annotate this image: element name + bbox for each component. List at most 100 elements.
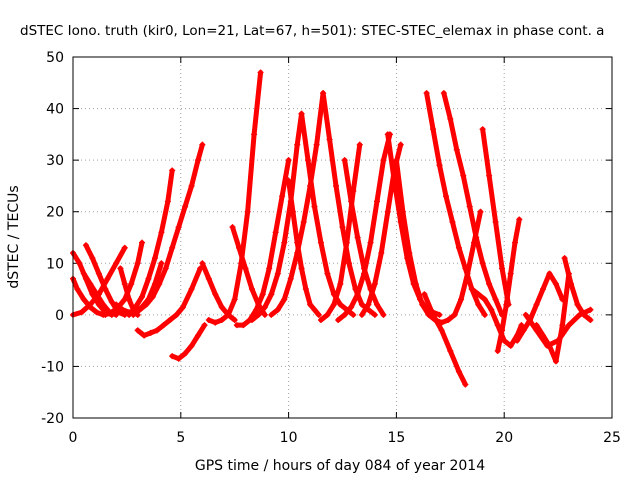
data-trace: [301, 183, 313, 225]
data-trace: [189, 157, 201, 189]
data-trace: [333, 183, 345, 230]
data-trace: [279, 157, 292, 199]
data-trace: [236, 245, 248, 271]
y-tick-label: -20: [41, 411, 64, 427]
data-point: [518, 322, 525, 329]
data-point: [199, 141, 206, 148]
data-trace: [169, 224, 182, 251]
data-trace: [104, 260, 119, 282]
y-tick-label: 10: [46, 256, 64, 272]
data-trace: [486, 173, 499, 225]
data-trace: [303, 286, 313, 308]
data-trace: [318, 240, 330, 277]
data-arc: [199, 260, 238, 324]
x-ticks: 0 5 10 15 20 25: [69, 57, 621, 446]
data-trace: [454, 147, 466, 179]
data-trace: [480, 126, 492, 179]
data-trace: [406, 250, 419, 287]
data-point: [462, 381, 469, 388]
data-arc: [423, 90, 488, 318]
data-trace: [493, 296, 505, 318]
data-trace: [385, 131, 397, 184]
data-trace: [372, 250, 384, 287]
data-trace: [266, 229, 279, 271]
data-trace: [499, 302, 509, 333]
data-point: [350, 311, 357, 318]
data-trace: [430, 126, 443, 168]
data-arc: [169, 322, 208, 362]
data-trace: [493, 219, 505, 271]
data-trace: [294, 240, 305, 271]
data-trace: [350, 142, 363, 194]
data-trace: [275, 240, 287, 277]
data-trace: [156, 265, 169, 287]
data-trace: [305, 157, 317, 210]
data-trace: [577, 307, 593, 318]
data-trace: [512, 216, 522, 246]
y-tick-label: 50: [46, 50, 64, 66]
data-trace: [225, 296, 238, 318]
data-point: [138, 239, 145, 246]
data-trace: [346, 260, 358, 292]
data-trace: [456, 369, 468, 387]
data-trace: [281, 198, 294, 246]
data-trace: [331, 281, 343, 308]
data-arc: [126, 167, 176, 318]
data-trace: [268, 271, 281, 297]
data-point: [356, 141, 363, 148]
data-marks: [70, 69, 594, 388]
data-trace: [368, 198, 380, 246]
data-trace: [311, 307, 322, 318]
data-trace: [413, 281, 425, 308]
data-trace: [324, 271, 337, 297]
data-point: [158, 260, 165, 267]
data-arc: [421, 291, 469, 388]
data-trace: [311, 204, 324, 246]
data-arc: [130, 141, 206, 318]
data-point: [169, 167, 176, 174]
data-trace: [273, 193, 285, 235]
data-point: [587, 317, 594, 324]
data-trace: [456, 245, 468, 271]
data-trace: [374, 302, 386, 318]
data-trace: [553, 322, 565, 364]
data-trace: [163, 245, 175, 271]
x-axis-label: GPS time / hours of day 084 of year 2014: [195, 458, 485, 474]
data-trace: [281, 276, 294, 302]
y-ticks: -20 -10 0 10 20 30 40 50: [41, 50, 612, 427]
data-trace: [447, 116, 460, 153]
data-trace: [471, 209, 483, 246]
x-tick-label: 5: [176, 430, 185, 446]
data-trace: [113, 245, 128, 266]
data-trace: [348, 198, 361, 240]
data-point: [436, 311, 443, 318]
data-trace: [253, 291, 266, 313]
data-arc: [479, 126, 512, 308]
data-trace: [473, 235, 486, 266]
data-arc: [522, 306, 594, 349]
data-trace: [206, 276, 218, 297]
data-trace: [562, 255, 574, 287]
data-trace: [189, 265, 203, 292]
data-trace: [378, 209, 391, 256]
data-point: [113, 311, 120, 318]
data-trace: [135, 240, 145, 266]
data-trace: [447, 348, 462, 375]
data-trace: [152, 229, 164, 261]
data-trace: [286, 178, 296, 215]
y-axis-label: dSTEC / TECUs: [6, 185, 22, 288]
data-point: [257, 69, 264, 76]
chart-title: dSTEC Iono. truth (kir0, Lon=21, Lat=67,…: [20, 23, 604, 39]
data-trace: [260, 265, 272, 297]
data-trace: [475, 302, 488, 318]
data-point: [380, 311, 387, 318]
data-point: [285, 157, 292, 164]
data-trace: [488, 307, 501, 328]
data-trace: [89, 255, 102, 277]
data-trace: [421, 291, 436, 318]
data-trace: [458, 271, 471, 302]
data-trace: [165, 167, 175, 204]
data-trace: [400, 209, 412, 256]
data-trace: [195, 322, 208, 338]
